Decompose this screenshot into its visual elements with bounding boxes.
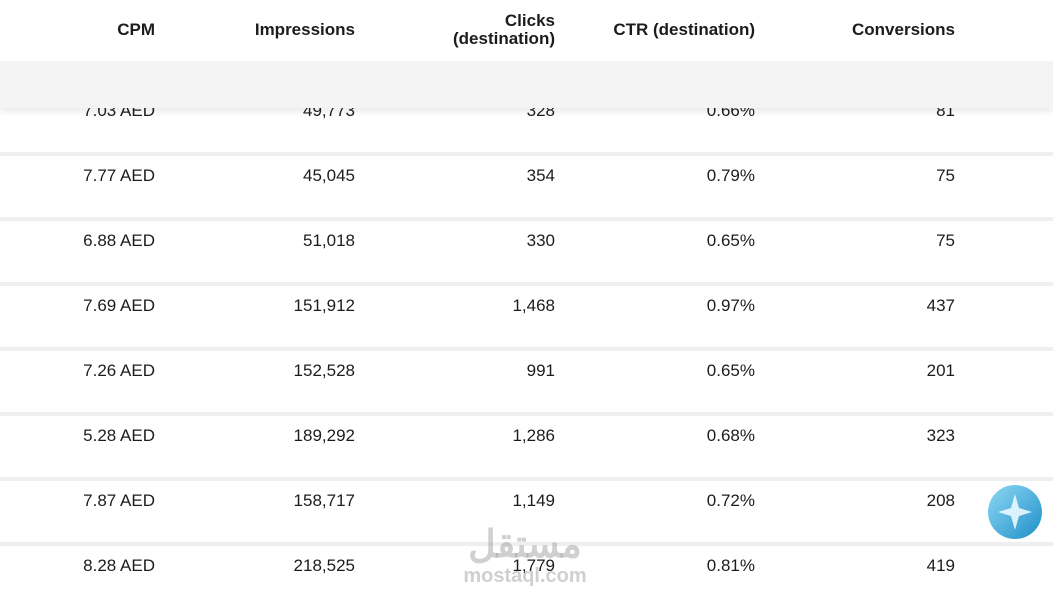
table-cell: 201 xyxy=(926,361,955,380)
table-cell: 1,779 xyxy=(512,556,555,575)
column-header: Clicks xyxy=(504,11,555,30)
table-cell: 5.28 AED xyxy=(83,426,155,445)
row-separator xyxy=(0,347,1053,351)
table-cell: 419 xyxy=(926,556,955,575)
table-cell: 1,149 xyxy=(512,491,555,510)
table-cell: 0.79% xyxy=(706,166,755,185)
table-cell: 1,468 xyxy=(512,296,555,315)
table-cell: 6.88 AED xyxy=(83,231,155,250)
table-cell: 158,717 xyxy=(293,491,355,510)
row-separator xyxy=(0,542,1053,546)
table-cell: 0.68% xyxy=(706,426,755,445)
assistant-icon[interactable] xyxy=(985,482,1045,542)
table-cell: 0.65% xyxy=(706,231,755,250)
row-separator xyxy=(0,217,1053,221)
column-header: CTR (destination) xyxy=(613,20,755,39)
row-separator xyxy=(0,152,1053,156)
table-cell: 152,528 xyxy=(293,361,355,380)
table-header: CPM Impressions Clicks (destination) CTR (de… xyxy=(0,0,1053,108)
column-header: (destination) xyxy=(453,29,555,48)
table-cell: 218,525 xyxy=(293,556,355,575)
column-header: CPM xyxy=(117,20,155,39)
watermark-latin: mostaql.com xyxy=(463,565,587,587)
table-cell: 7.87 AED xyxy=(83,491,155,510)
table-cell: 0.72% xyxy=(706,491,755,510)
row-separator xyxy=(0,282,1053,286)
table-cell: 0.81% xyxy=(706,556,755,575)
table-cell: 7.26 AED xyxy=(83,361,155,380)
table-cell: 151,912 xyxy=(293,296,355,315)
table-cell: 189,292 xyxy=(293,426,355,445)
table-cell: 1,286 xyxy=(512,426,555,445)
table-cell: 8.28 AED xyxy=(83,556,155,575)
column-header: Impressions xyxy=(254,20,355,39)
row-separator xyxy=(0,477,1053,481)
row-separator xyxy=(0,412,1053,416)
table-cell: 0.97% xyxy=(706,296,755,315)
column-header: Conversions xyxy=(852,20,955,39)
table-cell: 75 xyxy=(936,231,955,250)
watermark: مستقل mostaql.com xyxy=(455,525,595,587)
table-cell: 437 xyxy=(926,296,955,315)
table-cell: 0.65% xyxy=(706,361,755,380)
table-cell: 323 xyxy=(926,426,955,445)
table-cell: 51,018 xyxy=(303,231,355,250)
table-cell: 45,045 xyxy=(303,166,355,185)
table-cell: 330 xyxy=(526,231,555,250)
header-band xyxy=(0,61,1053,108)
table-cell: 7.77 AED xyxy=(83,166,155,185)
table-cell: 354 xyxy=(526,166,555,185)
watermark-arabic: مستقل xyxy=(468,524,582,566)
table-cell: 991 xyxy=(526,361,555,380)
table-cell: 7.69 AED xyxy=(83,296,155,315)
table-cell: 208 xyxy=(926,491,955,510)
table-cell: 75 xyxy=(936,166,955,185)
